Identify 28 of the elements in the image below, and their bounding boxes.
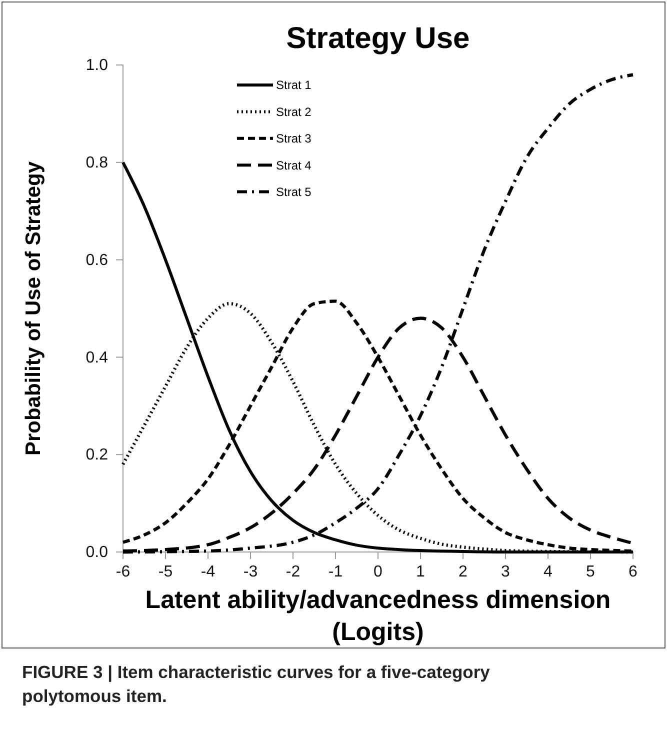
legend-label: Strat 3 [276,132,312,146]
y-tick-label: 0.0 [86,544,108,562]
x-tick-label: 4 [544,563,553,580]
caption: FIGURE 3 | Item characteristic curves for a five-category polytomous item. [22,662,490,706]
legend-label: Strat 4 [276,158,312,172]
x-tick-label: 0 [374,563,383,580]
x-tick-label: -1 [328,563,343,580]
y-axis-title: Probability of Use of Strategy [22,161,45,456]
x-tick-label: -2 [286,563,300,580]
x-axis-title: Latent ability/advancedness dimension (Logits) [145,586,611,646]
legend-label: Strat 2 [276,104,312,119]
x-tick-label: -3 [243,563,258,580]
legend-label: Strat 5 [276,185,312,199]
x-tick-label: -5 [158,563,173,580]
y-tick-label: 1.0 [86,57,108,74]
x-tick-label: -4 [200,563,216,580]
x-tick-label: -6 [116,563,130,580]
x-tick-label: 5 [586,563,596,580]
y-tick-label: 0.2 [86,446,108,464]
x-tick-label: 1 [416,563,426,580]
chart-title: Strategy Use [286,22,470,55]
legend-label: Strat 1 [276,78,312,92]
x-tick-label: 2 [458,563,468,580]
y-tick-label: 0.6 [86,252,108,269]
x-tick-label: 6 [628,563,638,580]
y-tick-label: 0.4 [86,349,108,366]
x-tick-label: 3 [501,563,510,580]
y-tick-label: 0.8 [86,154,108,172]
